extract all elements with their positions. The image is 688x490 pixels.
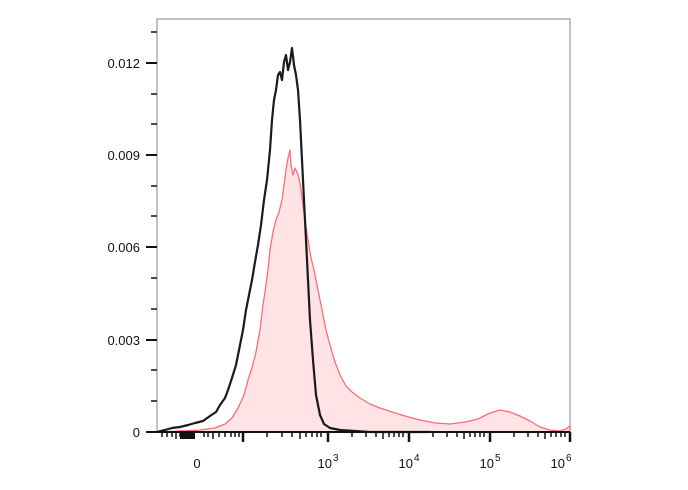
y-axis [146, 62, 157, 433]
y-axis-minor-ticks [151, 31, 157, 402]
series-control-line [156, 46, 430, 434]
svg-text:6: 6 [566, 453, 572, 464]
y-tick-label-0009: 0.009 [107, 148, 140, 163]
x-tick-label-1e6: 10 6 [551, 453, 572, 471]
y-tick-label-0012: 0.012 [107, 56, 140, 71]
series-stained-area [156, 149, 571, 433]
svg-text:10: 10 [551, 456, 565, 471]
y-tick-label-0006: 0.006 [107, 240, 140, 255]
svg-text:10: 10 [399, 456, 413, 471]
svg-text:3: 3 [333, 453, 339, 464]
y-tick-label-0: 0 [133, 425, 140, 440]
x-tick-label-1e3: 10 3 [318, 453, 339, 471]
svg-text:10: 10 [480, 456, 494, 471]
x-tick-label-0: 0 [193, 456, 200, 471]
svg-text:5: 5 [495, 453, 501, 464]
x-tick-label-1e4: 10 4 [399, 453, 420, 471]
svg-text:4: 4 [414, 453, 420, 464]
x-axis-ticks [161, 432, 572, 442]
x-tick-label-1e5: 10 5 [480, 453, 501, 471]
svg-text:10: 10 [318, 456, 332, 471]
plot-frame [156, 18, 571, 433]
y-tick-label-0003: 0.003 [107, 333, 140, 348]
